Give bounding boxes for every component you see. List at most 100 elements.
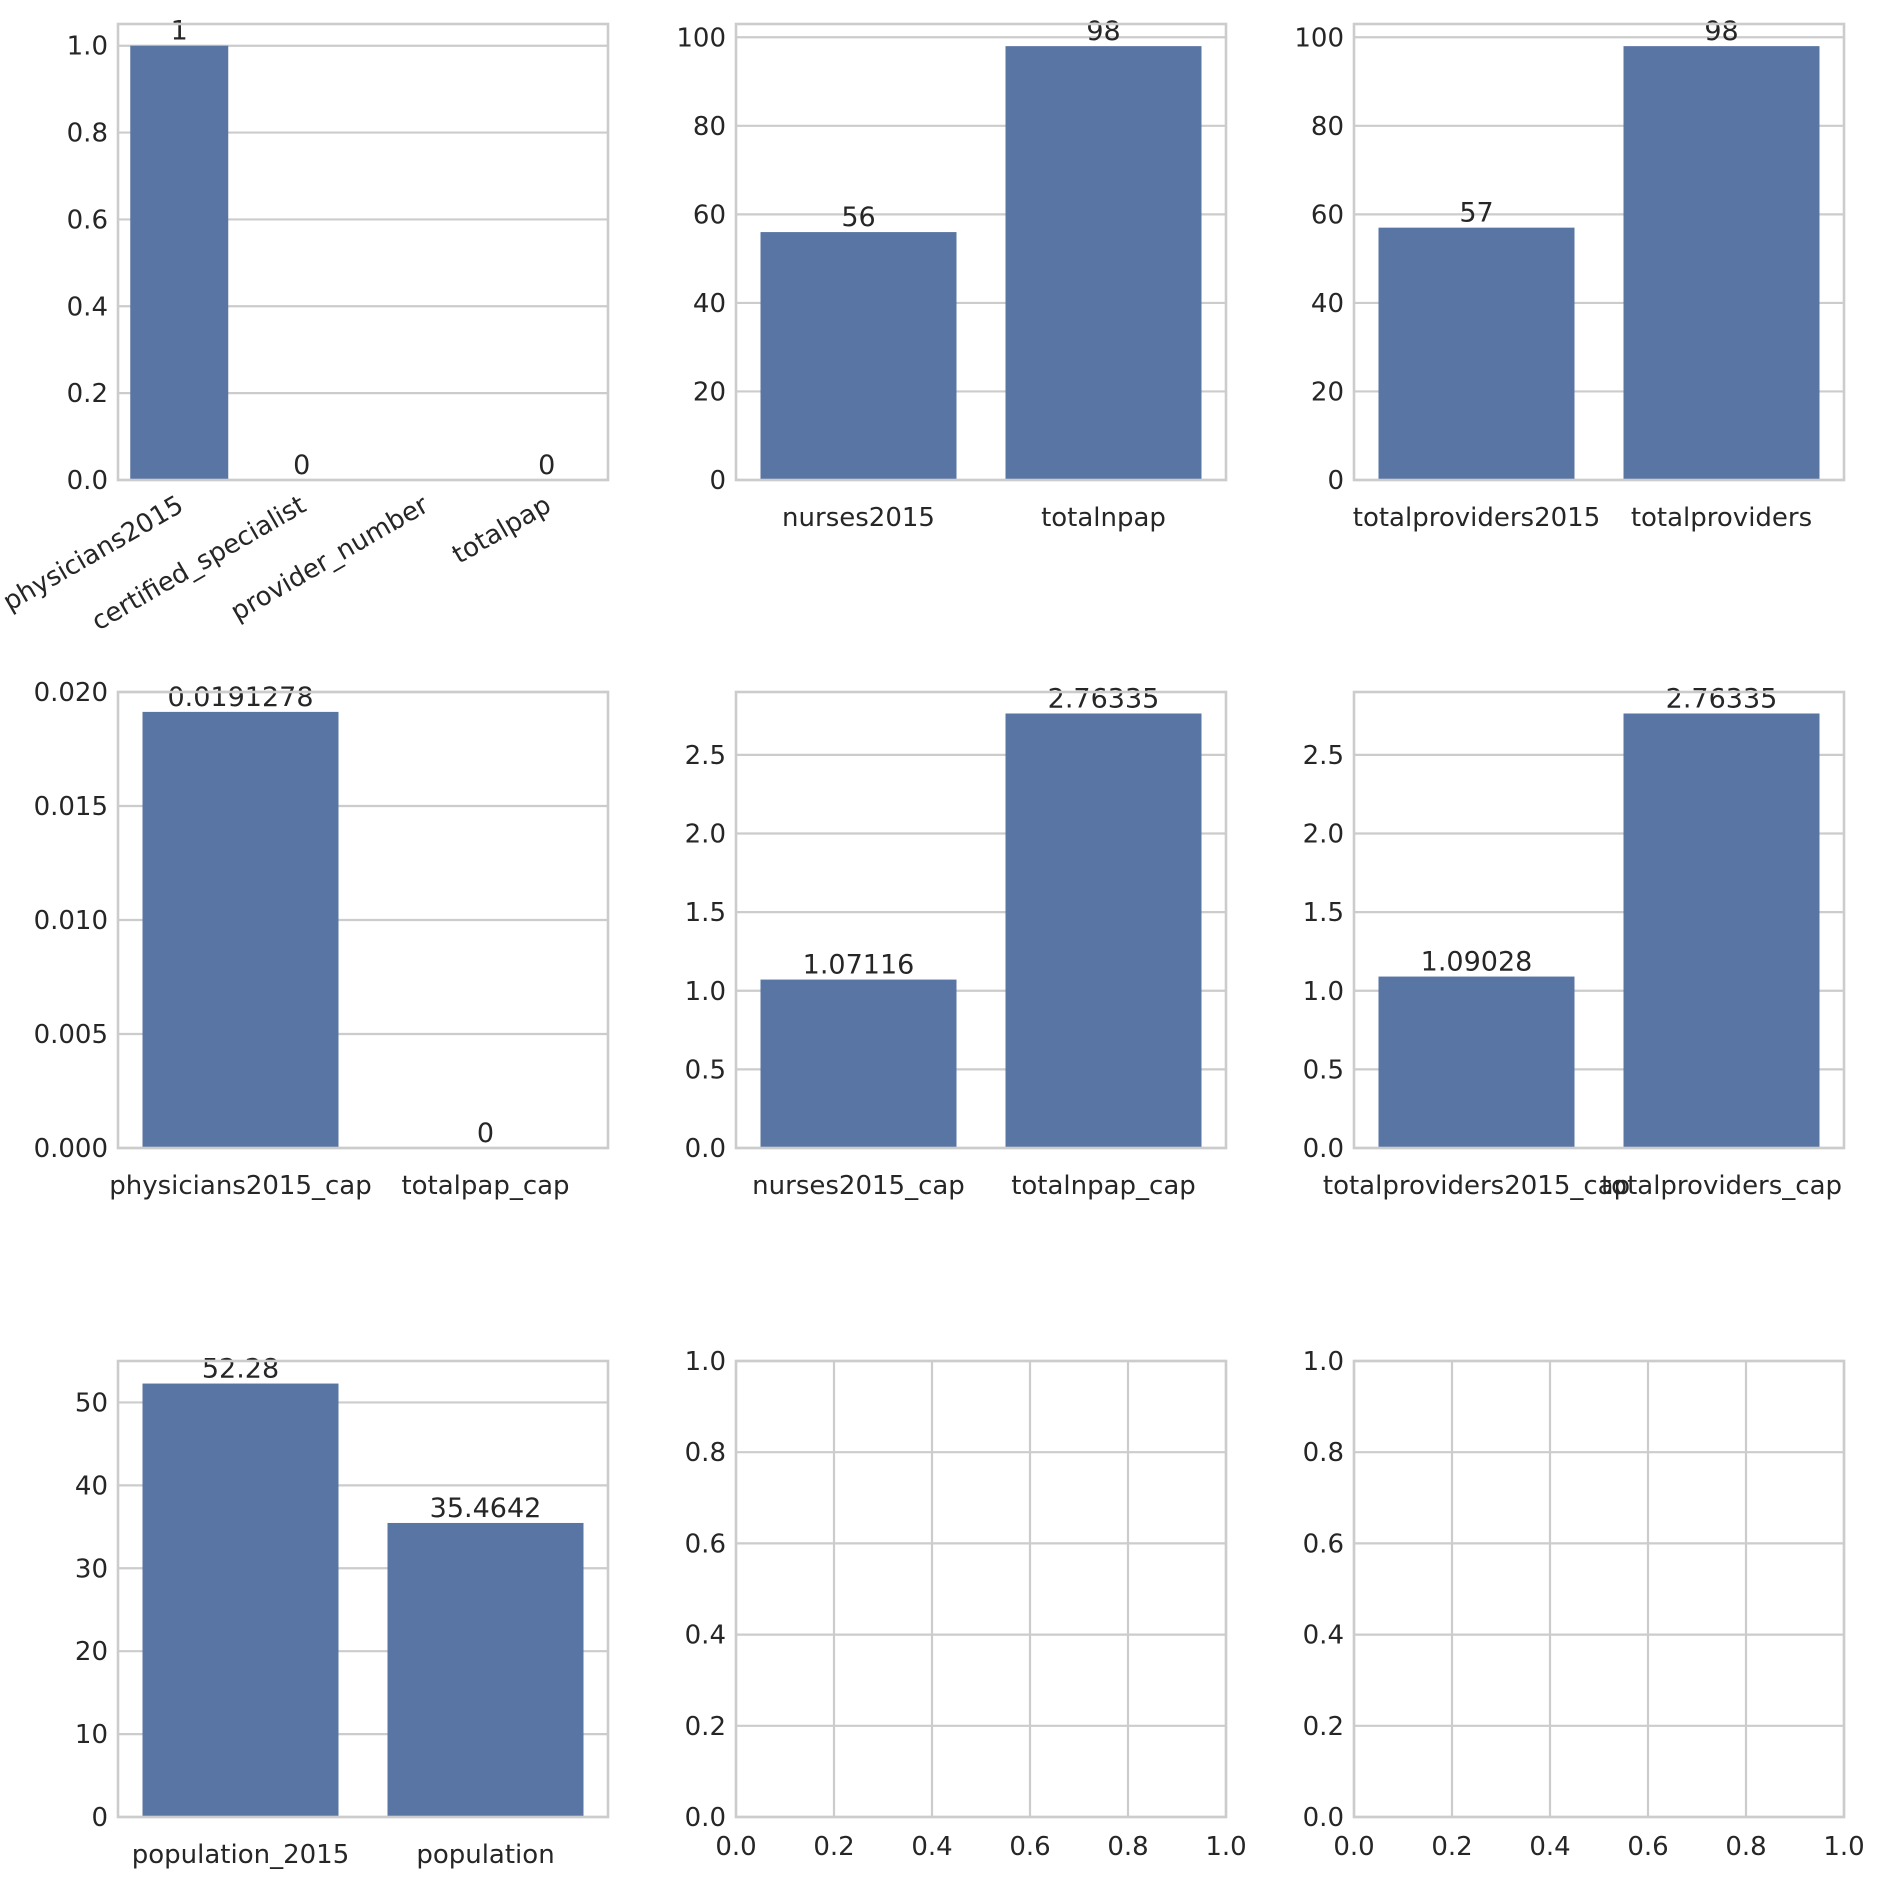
y-tick-label: 40 — [1311, 289, 1344, 319]
y-tick-label: 0.0 — [685, 1803, 726, 1833]
y-tick-label: 0.8 — [685, 1438, 726, 1468]
axes-frame — [1352, 22, 1846, 482]
y-tick-label: 80 — [693, 112, 726, 142]
subplot-5: 0.0 0.5 1.0 1.5 2.0 2.5 1.07116 nurses2015_cap 2… — [685, 683, 1228, 1201]
bar-value-label: 0 — [477, 1118, 494, 1149]
x-tick-label: 0.4 — [1529, 1832, 1570, 1862]
x-tick-label: 1.0 — [1823, 1832, 1864, 1862]
y-tick-label: 2.5 — [1303, 741, 1344, 771]
bar-value-label: 56 — [841, 202, 875, 233]
bar — [760, 232, 957, 480]
bar-value-label: 57 — [1459, 198, 1493, 229]
subplot-3: 0 20 40 60 80 100 57 totalproviders2015 98 totalp… — [1294, 16, 1846, 533]
y-tick-label: 0.6 — [685, 1529, 726, 1559]
y-tick-label: 0.010 — [34, 906, 108, 936]
x-tick-label: 0.6 — [1009, 1832, 1050, 1862]
x-tick-label: certified_specialist — [87, 490, 312, 637]
y-tick-label: 0.0 — [67, 466, 108, 496]
x-tick-label: 0.2 — [813, 1832, 854, 1862]
y-tick-label: 30 — [75, 1554, 108, 1584]
y-tick-label: 0.005 — [34, 1020, 108, 1050]
y-tick-label: 0.015 — [34, 792, 108, 822]
bar — [130, 45, 229, 480]
bar-value-label: 2.76335 — [1666, 683, 1778, 714]
y-tick-label: 0.2 — [1303, 1712, 1344, 1742]
bar — [1005, 46, 1202, 480]
y-tick-label: 20 — [75, 1637, 108, 1667]
y-tick-label: 0.0 — [685, 1134, 726, 1164]
bar-value-label: 52.28 — [202, 1354, 279, 1385]
y-tick-label: 0.000 — [34, 1134, 108, 1164]
bar-value-label: 1.09028 — [1421, 947, 1533, 978]
y-tick-label: 0.4 — [685, 1621, 726, 1651]
y-tick-label: 0.4 — [67, 292, 108, 322]
axes-frame — [1352, 690, 1846, 1150]
y-tick-label: 1.0 — [1303, 977, 1344, 1007]
subplot-1: 0.00.20.40.60.81.0 1physicians20150certif… — [0, 16, 610, 637]
axes-frame — [116, 22, 610, 482]
bar — [142, 1383, 339, 1817]
y-tick-label: 0.6 — [67, 205, 108, 235]
x-tick-label: 0.2 — [1431, 1832, 1472, 1862]
bar — [760, 979, 957, 1148]
axes-frame — [734, 690, 1228, 1150]
y-tick-label: 2.5 — [685, 741, 726, 771]
y-tick-label: 20 — [693, 377, 726, 407]
bar — [1623, 713, 1820, 1148]
x-tick-label: 0.6 — [1627, 1832, 1668, 1862]
subplot-9: 0.0 0.2 0.4 0.6 0.8 1.0 0.0 0.2 0.4 0.6 0.8 1.0 — [1303, 1347, 1865, 1862]
axes-frame — [116, 1359, 610, 1819]
y-tick-label: 1.0 — [67, 32, 108, 62]
bar-value-label: 98 — [1086, 16, 1120, 47]
y-tick-label: 2.0 — [1303, 820, 1344, 850]
bar-value-label: 1 — [171, 16, 188, 47]
x-tick-label: provider_number — [226, 490, 434, 628]
x-tick-label: 1.0 — [1205, 1832, 1246, 1862]
subplot-6: 0.0 0.5 1.0 1.5 2.0 2.5 1.09028 totalproviders2… — [1303, 683, 1846, 1201]
x-tick-label: physicians2015_cap — [109, 1171, 372, 1201]
y-tick-label: 0.8 — [1303, 1438, 1344, 1468]
bar-value-label: 0 — [293, 450, 310, 481]
y-tick-label: 0.8 — [67, 119, 108, 149]
y-tick-label: 1.5 — [685, 898, 726, 928]
axes-frame — [116, 690, 610, 1150]
x-tick-label: totalpap_cap — [401, 1171, 569, 1201]
x-tick-label: population — [416, 1840, 554, 1870]
bar — [1378, 976, 1575, 1148]
y-tick-label: 2.0 — [685, 820, 726, 850]
bar — [1378, 227, 1575, 480]
y-tick-label: 100 — [1294, 23, 1344, 53]
y-tick-label: 20 — [1311, 377, 1344, 407]
x-tick-label: population_2015 — [132, 1840, 350, 1870]
bar-value-label: 35.4642 — [430, 1493, 542, 1524]
bar-value-label: 2.76335 — [1048, 683, 1160, 714]
y-tick-label: 0.2 — [685, 1712, 726, 1742]
x-tick-label: 0.0 — [715, 1832, 756, 1862]
bar-value-label: 98 — [1704, 16, 1738, 47]
x-tick-label: nurses2015 — [782, 503, 935, 533]
y-tick-label: 0.0 — [1303, 1803, 1344, 1833]
x-tick-label: totalnpap_cap — [1011, 1171, 1196, 1201]
y-tick-label: 0.5 — [685, 1055, 726, 1085]
y-tick-label: 10 — [75, 1720, 108, 1750]
y-tick-label: 0.4 — [1303, 1621, 1344, 1651]
bar — [387, 1522, 584, 1817]
x-tick-label: totalnpap — [1041, 503, 1166, 533]
axes-frame — [734, 1359, 1228, 1819]
bar — [1623, 46, 1820, 480]
x-tick-label: totalproviders_cap — [1601, 1171, 1842, 1201]
y-tick-label: 0.5 — [1303, 1055, 1344, 1085]
axes-frame — [734, 22, 1228, 482]
y-tick-label: 0.2 — [67, 379, 108, 409]
x-tick-label: totalproviders — [1631, 503, 1812, 533]
bar-value-label: 0 — [538, 450, 555, 481]
y-tick-label: 0 — [91, 1803, 108, 1833]
y-tick-label: 80 — [1311, 112, 1344, 142]
y-tick-label: 0.020 — [34, 678, 108, 708]
subplot-4: 0.000 0.005 0.010 0.015 0.020 0.0191278 physic… — [34, 678, 610, 1201]
x-tick-label: totalproviders2015_cap — [1323, 1171, 1630, 1201]
y-tick-label: 1.0 — [685, 977, 726, 1007]
axes-frame — [1352, 1359, 1846, 1819]
bar-value-label: 1.07116 — [803, 950, 915, 981]
